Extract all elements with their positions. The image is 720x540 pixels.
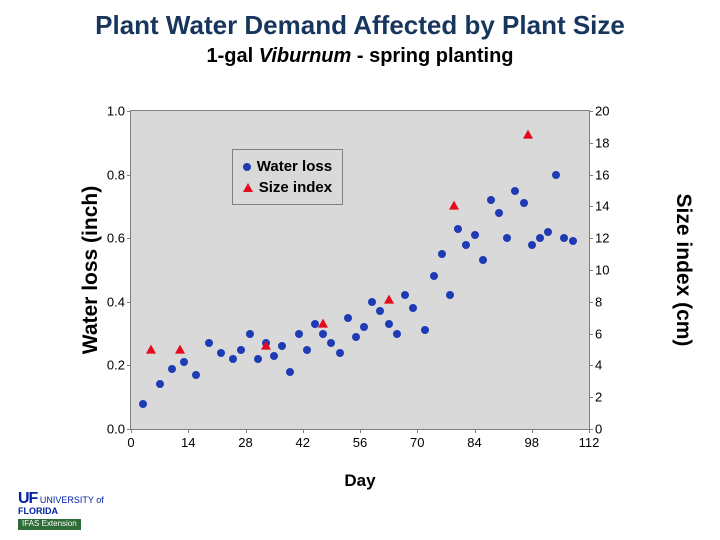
data-point	[175, 344, 185, 353]
data-point	[327, 339, 335, 347]
data-point	[318, 319, 328, 328]
data-point	[544, 228, 552, 236]
y-right-tick-label: 0	[595, 422, 602, 437]
chart-container: Water loss (inch) Size index (cm) Day Wa…	[70, 100, 650, 480]
y-right-tick-label: 18	[595, 135, 609, 150]
y-left-tick-label: 0.8	[107, 167, 125, 182]
x-tick-label: 42	[296, 435, 310, 450]
x-axis-label: Day	[344, 471, 375, 491]
x-tick-label: 0	[127, 435, 134, 450]
x-tick-label: 70	[410, 435, 424, 450]
data-point	[295, 330, 303, 338]
footer-florida: FLORIDA	[18, 506, 58, 516]
data-point	[511, 187, 519, 195]
data-point	[479, 256, 487, 264]
y-left-tick-label: 0.4	[107, 294, 125, 309]
data-point	[449, 201, 459, 210]
y-right-tick-label: 6	[595, 326, 602, 341]
data-point	[303, 346, 311, 354]
data-point	[237, 346, 245, 354]
data-point	[552, 171, 560, 179]
data-point	[446, 291, 454, 299]
uf-logo-text: UF	[18, 490, 37, 507]
data-point	[254, 355, 262, 363]
data-point	[352, 333, 360, 341]
x-tick-label: 84	[467, 435, 481, 450]
legend-item: Size index	[243, 177, 332, 198]
data-point	[454, 225, 462, 233]
data-point	[495, 209, 503, 217]
data-point	[344, 314, 352, 322]
data-point	[360, 323, 368, 331]
y-right-tick-label: 14	[595, 199, 609, 214]
data-point	[146, 344, 156, 353]
data-point	[261, 341, 271, 350]
data-point	[139, 400, 147, 408]
y-left-tick-label: 0.6	[107, 231, 125, 246]
x-tick-label: 98	[525, 435, 539, 450]
data-point	[503, 234, 511, 242]
y-left-tick-label: 0.2	[107, 358, 125, 373]
data-point	[520, 199, 528, 207]
data-point	[376, 307, 384, 315]
y-right-tick-label: 16	[595, 167, 609, 182]
circle-icon	[243, 163, 251, 171]
x-tick-label: 112	[579, 435, 600, 450]
data-point	[384, 295, 394, 304]
plot-area: Water loss (inch) Size index (cm) Day Wa…	[130, 110, 590, 430]
data-point	[246, 330, 254, 338]
chart-legend: Water loss Size index	[232, 149, 343, 205]
y-right-tick-label: 20	[595, 104, 609, 119]
x-tick-label: 14	[181, 435, 195, 450]
data-point	[430, 272, 438, 280]
y-right-tick-label: 8	[595, 294, 602, 309]
data-point	[168, 365, 176, 373]
slide-title: Plant Water Demand Affected by Plant Siz…	[0, 0, 720, 41]
data-point	[421, 326, 429, 334]
footer-ifas: IFAS Extension	[18, 519, 81, 530]
legend-label: Size index	[259, 179, 332, 196]
legend-item: Water loss	[243, 156, 332, 177]
data-point	[217, 349, 225, 357]
data-point	[156, 380, 164, 388]
data-point	[180, 358, 188, 366]
data-point	[569, 237, 577, 245]
data-point	[536, 234, 544, 242]
data-point	[229, 355, 237, 363]
data-point	[487, 196, 495, 204]
data-point	[368, 298, 376, 306]
x-tick-label: 28	[238, 435, 252, 450]
data-point	[560, 234, 568, 242]
y-left-axis-label: Water loss (inch)	[79, 186, 103, 354]
slide-subtitle: 1-gal Viburnum - spring planting	[0, 45, 720, 68]
y-right-tick-label: 2	[595, 390, 602, 405]
data-point	[278, 342, 286, 350]
y-right-tick-label: 4	[595, 358, 602, 373]
data-point	[192, 371, 200, 379]
y-left-tick-label: 0.0	[107, 422, 125, 437]
legend-label: Water loss	[257, 158, 332, 175]
footer-logo: UF UNIVERSITY of FLORIDA IFAS Extension	[18, 490, 104, 530]
x-tick-label: 56	[353, 435, 367, 450]
y-left-tick-label: 1.0	[107, 104, 125, 119]
y-right-tick-label: 10	[595, 263, 609, 278]
data-point	[471, 231, 479, 239]
data-point	[205, 339, 213, 347]
data-point	[270, 352, 278, 360]
triangle-icon	[243, 183, 253, 192]
y-right-tick-label: 12	[595, 231, 609, 246]
data-point	[438, 250, 446, 258]
data-point	[409, 304, 417, 312]
data-point	[286, 368, 294, 376]
data-point	[393, 330, 401, 338]
y-right-axis-label: Size index (cm)	[671, 194, 695, 347]
footer-univ-of: UNIVERSITY of	[40, 495, 104, 505]
data-point	[462, 241, 470, 249]
data-point	[336, 349, 344, 357]
data-point	[528, 241, 536, 249]
data-point	[319, 330, 327, 338]
data-point	[523, 129, 533, 138]
data-point	[401, 291, 409, 299]
data-point	[385, 320, 393, 328]
